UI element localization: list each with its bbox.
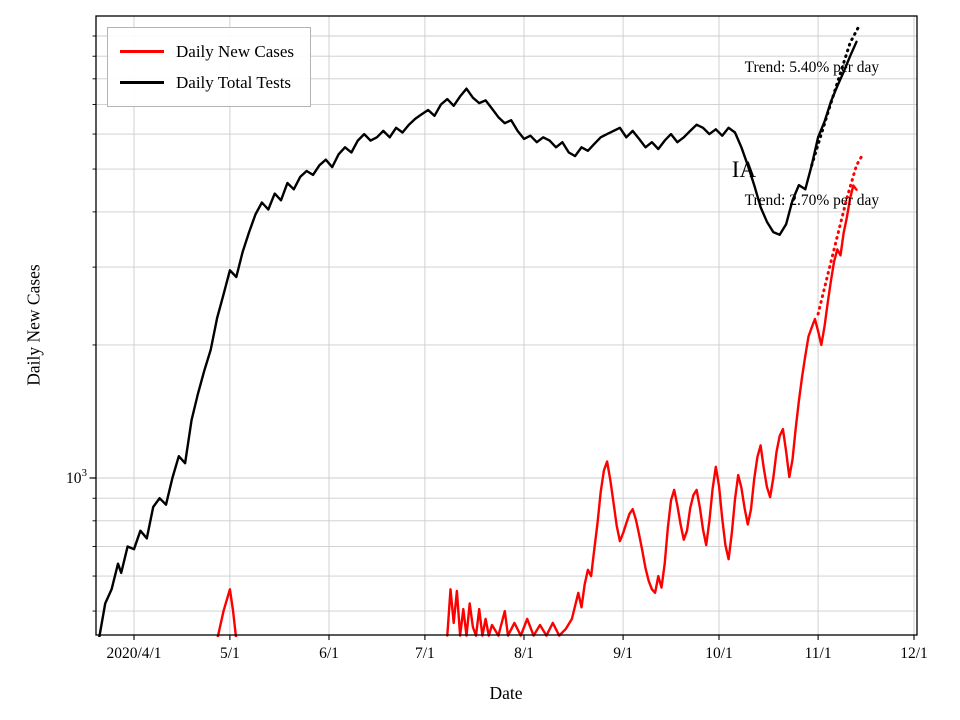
series-cases-trend-2-70-per-day (816, 152, 865, 316)
series-daily-new-cases (216, 588, 238, 637)
series-group (98, 23, 865, 637)
legend-entry-cases: Daily New Cases (120, 36, 294, 67)
y-tick-label: 103 (66, 467, 88, 487)
x-tick-label: 9/1 (613, 645, 633, 662)
annotation-ia: IA (732, 157, 757, 182)
x-tick-label: 7/1 (415, 645, 435, 662)
series-daily-total-tests (98, 40, 858, 637)
annotation-trend-2-70-per-day: Trend: 2.70% per day (745, 192, 880, 209)
series-daily-new-cases (446, 184, 858, 637)
annotation-trend-5-40-per-day: Trend: 5.40% per day (745, 59, 880, 76)
legend-label-cases: Daily New Cases (176, 41, 295, 61)
x-axis-label: Date (489, 683, 523, 703)
x-tick-label: 5/1 (220, 645, 240, 662)
gridlines (96, 16, 917, 635)
tests-line-sample (120, 81, 164, 84)
plot-border (95, 15, 918, 636)
series-tests-trend-5-40-per-day (810, 23, 862, 167)
legend-entry-tests: Daily Total Tests (120, 67, 294, 98)
legend: Daily New Cases Daily Total Tests (107, 27, 312, 107)
y-axis-label: Daily New Cases (23, 264, 44, 386)
x-tick-label: 10/1 (705, 645, 733, 662)
x-tick-label: 8/1 (514, 645, 534, 662)
x-tick-label: 6/1 (319, 645, 339, 662)
legend-label-tests: Daily Total Tests (176, 72, 292, 92)
cases-line-sample (120, 50, 164, 53)
x-tick-label: 11/1 (805, 645, 832, 662)
x-tick-label: 12/1 (900, 645, 928, 662)
ticks: 2020/4/1 5/1 6/1 7/1 8/1 9/1 10/1 11/1 12/1 103 (66, 35, 928, 662)
x-tick-label: 2020/4/1 (106, 645, 161, 662)
